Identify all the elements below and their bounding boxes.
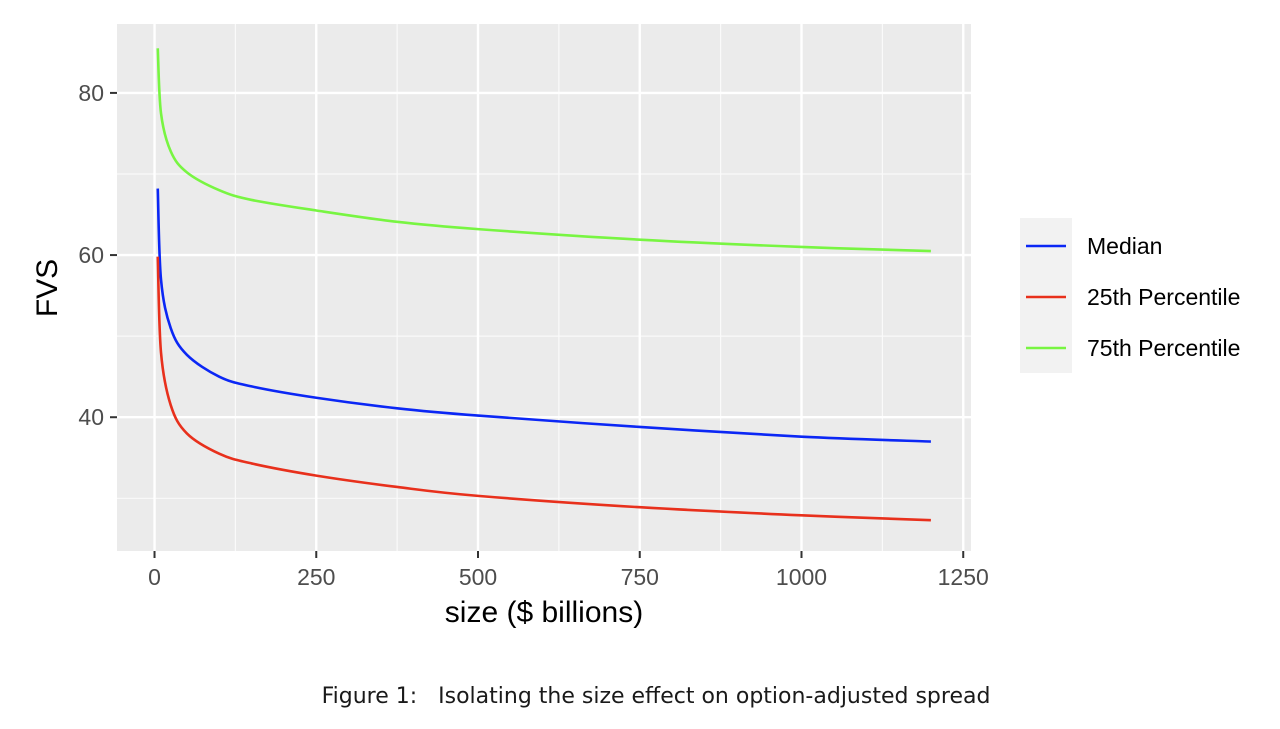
x-tick-label: 250 [297, 564, 335, 590]
grid-layer [117, 24, 971, 551]
x-tick-label: 500 [459, 564, 497, 590]
y-tick-label: 40 [78, 404, 104, 430]
series-line-75th-percentile [156, 48, 931, 253]
legend-background [1020, 218, 1072, 373]
legend-label: 25th Percentile [1087, 284, 1240, 310]
series-layer [156, 48, 931, 522]
legend: Median 25th Percentile 75th Percentile [1020, 218, 1240, 373]
x-axis-title: size ($ billions) [445, 596, 643, 629]
series-line-median [156, 188, 931, 443]
y-tick-label: 60 [78, 242, 104, 268]
x-tick-label: 1000 [776, 564, 827, 590]
y-axis-title: FVS [31, 259, 64, 317]
figure-caption: Figure 1: Isolating the size effect on o… [321, 684, 991, 709]
y-tick-label: 80 [78, 80, 104, 106]
legend-label: 75th Percentile [1087, 335, 1240, 361]
x-tick-label: 1250 [938, 564, 989, 590]
axis-layer: 0 250 500 750 1000 1250 40 60 80 [78, 80, 988, 590]
plot-panel [117, 24, 971, 551]
legend-label: Median [1087, 233, 1162, 259]
x-tick-label: 0 [148, 564, 161, 590]
chart: 0 250 500 750 1000 1250 40 60 80 size ($ billion… [31, 24, 1240, 629]
series-line-25th-percentile [156, 256, 931, 522]
x-tick-label: 750 [621, 564, 659, 590]
